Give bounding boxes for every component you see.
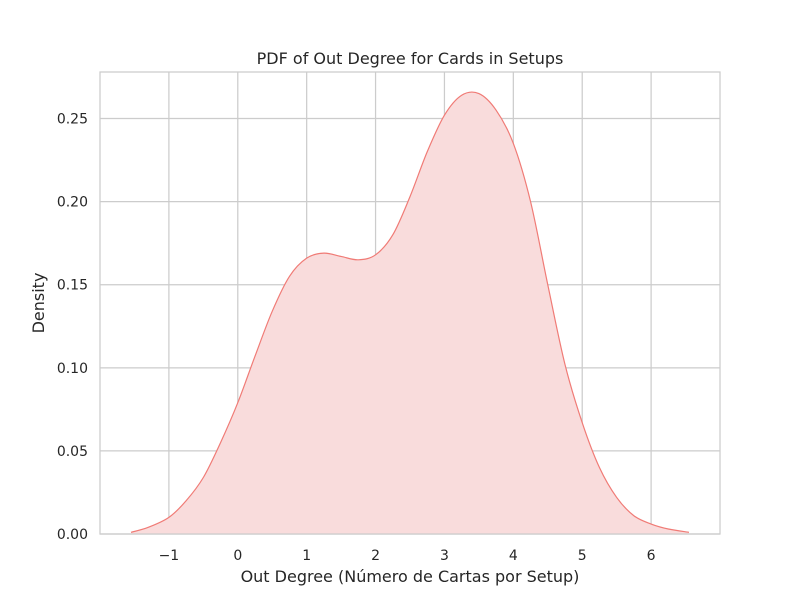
x-tick-label: 4 (509, 548, 518, 564)
x-axis-label: Out Degree (Número de Cartas por Setup) (241, 567, 580, 586)
y-tick-label: 0.00 (57, 527, 88, 543)
axes-frame (99, 71, 721, 535)
x-tick-labels: −1 0 1 2 3 4 5 6 (159, 548, 656, 564)
chart-title: PDF of Out Degree for Cards in Setups (257, 49, 564, 68)
x-tick-label: 2 (371, 548, 380, 564)
y-tick-label: 0.20 (57, 195, 88, 211)
density-area-fill (131, 92, 689, 534)
y-tick-label: 0.05 (57, 444, 88, 460)
y-tick-label: 0.15 (57, 278, 88, 294)
y-tick-label: 0.10 (57, 361, 88, 377)
plot-area (130, 91, 690, 534)
x-tick-label: −1 (159, 548, 180, 564)
y-axis-label: Density (29, 273, 48, 334)
x-tick-label: 6 (647, 548, 656, 564)
x-tick-label: 3 (440, 548, 449, 564)
y-tick-label: 0.25 (57, 112, 88, 128)
x-tick-label: 5 (578, 548, 587, 564)
density-curve (130, 91, 690, 533)
x-tick-label: 0 (233, 548, 242, 564)
y-tick-labels: 0.00 0.05 0.10 0.15 0.20 0.25 (57, 112, 88, 543)
x-tick-label: 1 (302, 548, 311, 564)
